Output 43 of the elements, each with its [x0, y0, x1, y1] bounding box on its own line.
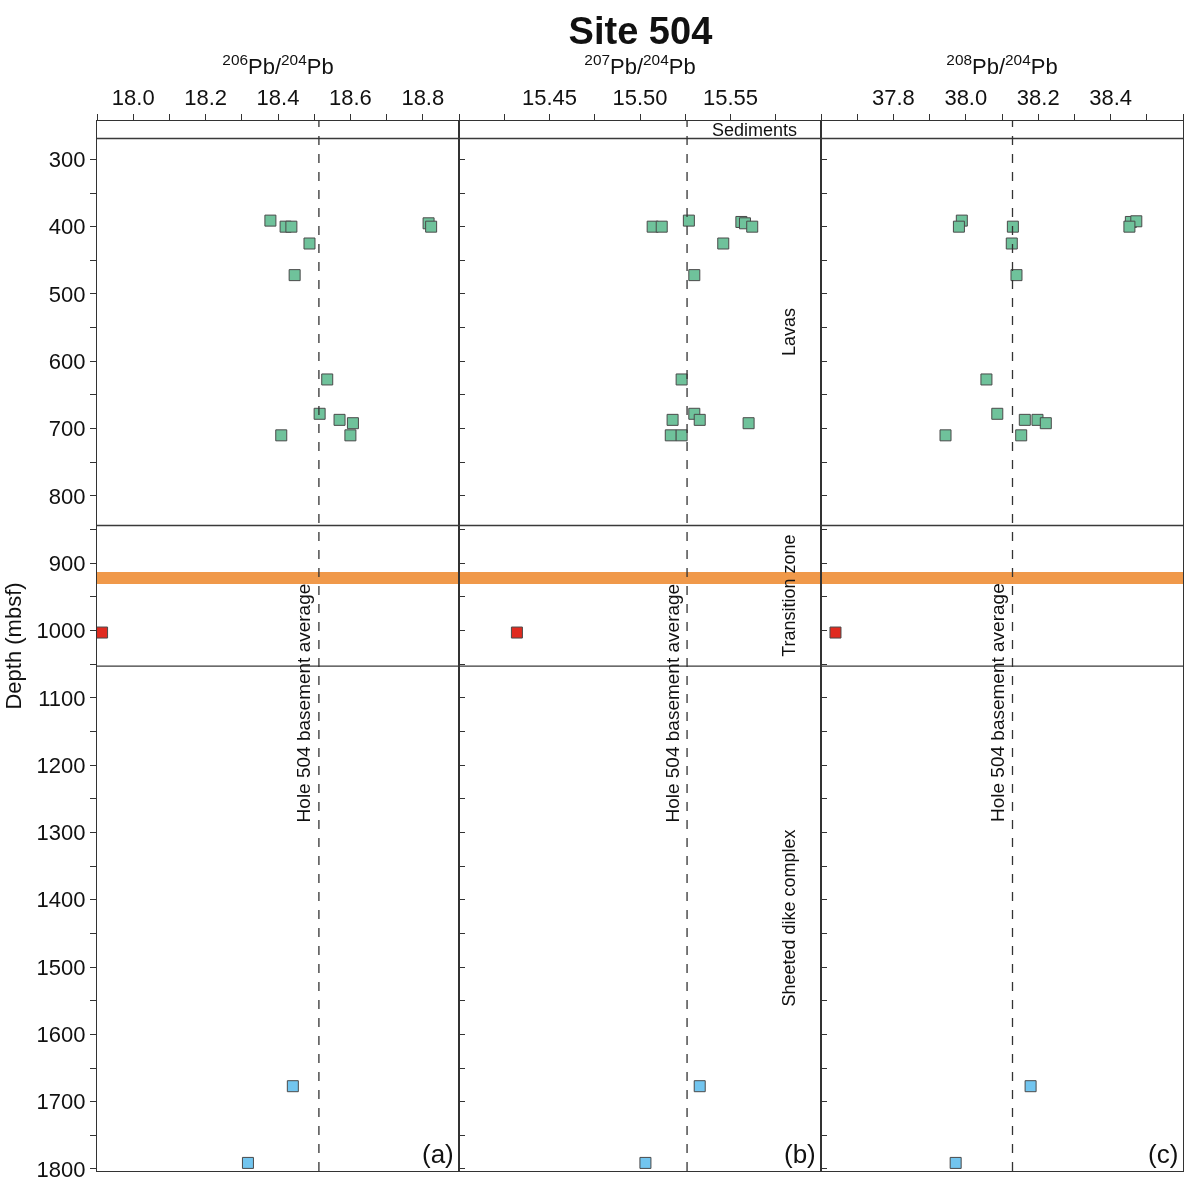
y-tick-label: 600: [48, 348, 86, 374]
y-tick-label: 1700: [36, 1089, 86, 1115]
x-tick-label: 38.2: [1016, 85, 1060, 111]
y-axis-title: Depth (mbsf): [1, 582, 27, 710]
y-tick-label: 1100: [38, 685, 86, 711]
annotation: Sheeted dike complex: [779, 829, 800, 1007]
x-tick-label: 18.4: [256, 85, 300, 111]
y-tick-label: 1300: [36, 820, 86, 846]
x-axis-title: $^{208}$Pb/$^{204}$Pb: [946, 50, 1058, 79]
annotation: Lavas: [778, 307, 799, 357]
y-tick-label: 1400: [36, 887, 86, 913]
annotation: (b): [784, 1139, 816, 1169]
x-tick-label: 18.8: [401, 85, 445, 111]
ref-line-label: Hole 504 basement average: [661, 583, 683, 823]
annotation: (a): [422, 1139, 454, 1169]
annotation: Sediments: [712, 120, 798, 140]
y-tick-label: 1800: [36, 1156, 86, 1182]
x-tick-label: 38.4: [1089, 85, 1133, 111]
annotation: Transition zone: [779, 534, 800, 657]
x-tick-label: 15.55: [702, 85, 759, 111]
x-tick-label: 18.0: [111, 85, 155, 111]
y-tick-label: 1500: [36, 954, 86, 980]
y-tick-label: 1600: [36, 1022, 86, 1048]
x-tick-label: 37.8: [871, 85, 915, 111]
x-axis-title: $^{206}$Pb/$^{204}$Pb: [222, 50, 334, 79]
y-tick-label: 500: [48, 281, 86, 307]
y-tick-label: 900: [48, 550, 86, 576]
y-tick-label: 400: [48, 214, 86, 240]
ref-line-label: Hole 504 basement average: [987, 583, 1008, 822]
x-tick-label: 18.2: [184, 85, 228, 111]
y-tick-label: 800: [48, 483, 86, 509]
x-axis-title: $^{207}$Pb/$^{204}$Pb: [584, 50, 696, 79]
y-tick-label: 300: [48, 147, 86, 173]
annotation: (c): [1148, 1139, 1179, 1169]
chart-title: Site 504: [568, 10, 713, 53]
x-tick-label: 15.50: [612, 85, 668, 111]
x-tick-label: 18.6: [328, 85, 372, 111]
y-tick-label: 700: [48, 416, 86, 442]
ref-line-label: Hole 504 basement average: [293, 583, 315, 823]
x-tick-label: 38.0: [944, 85, 988, 111]
y-tick-label: 1000: [36, 618, 86, 644]
x-tick-label: 15.45: [521, 85, 578, 111]
y-tick-label: 1200: [36, 752, 86, 778]
